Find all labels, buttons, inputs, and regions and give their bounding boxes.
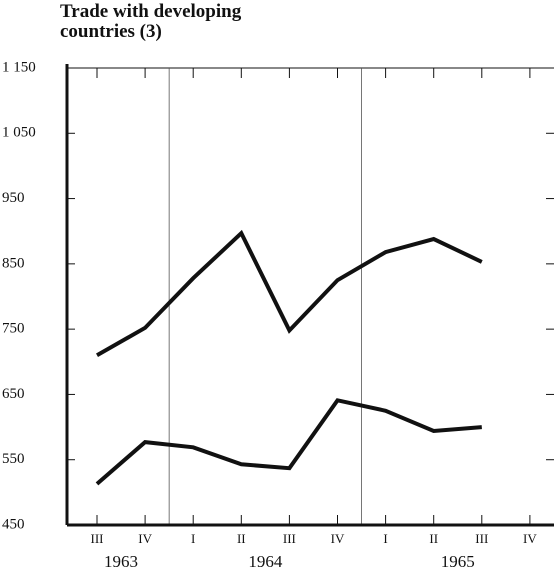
chart-title: Trade with developing countries (3)	[60, 1, 242, 42]
x-tick-label: IV	[331, 531, 345, 546]
y-tick-label: 750	[2, 321, 25, 337]
y-tick-label: 650	[2, 386, 25, 402]
x-tick-label: II	[237, 531, 246, 546]
x-tick-label: III	[91, 531, 104, 546]
x-tick-label: III	[283, 531, 296, 546]
x-tick-label: II	[429, 531, 438, 546]
x-tick-label: IV	[523, 531, 537, 546]
x-tick-label: III	[475, 531, 488, 546]
x-group-label: 1964	[248, 552, 283, 571]
y-tick-label: 850	[2, 255, 25, 271]
series-line	[96, 229, 483, 357]
y-tick-label: 450	[2, 516, 25, 532]
y-tick-label: 950	[2, 190, 25, 206]
series-line	[95, 398, 482, 486]
y-tick-label: 550	[2, 451, 25, 467]
y-tick-label: 1 050	[2, 125, 36, 141]
x-tick-label: I	[383, 531, 387, 546]
x-tick-label: IV	[138, 531, 152, 546]
x-group-label: 1965	[441, 552, 475, 571]
y-tick-label: 1 150	[2, 59, 36, 75]
x-group-label: 1963	[104, 552, 138, 571]
x-tick-label: I	[191, 531, 195, 546]
